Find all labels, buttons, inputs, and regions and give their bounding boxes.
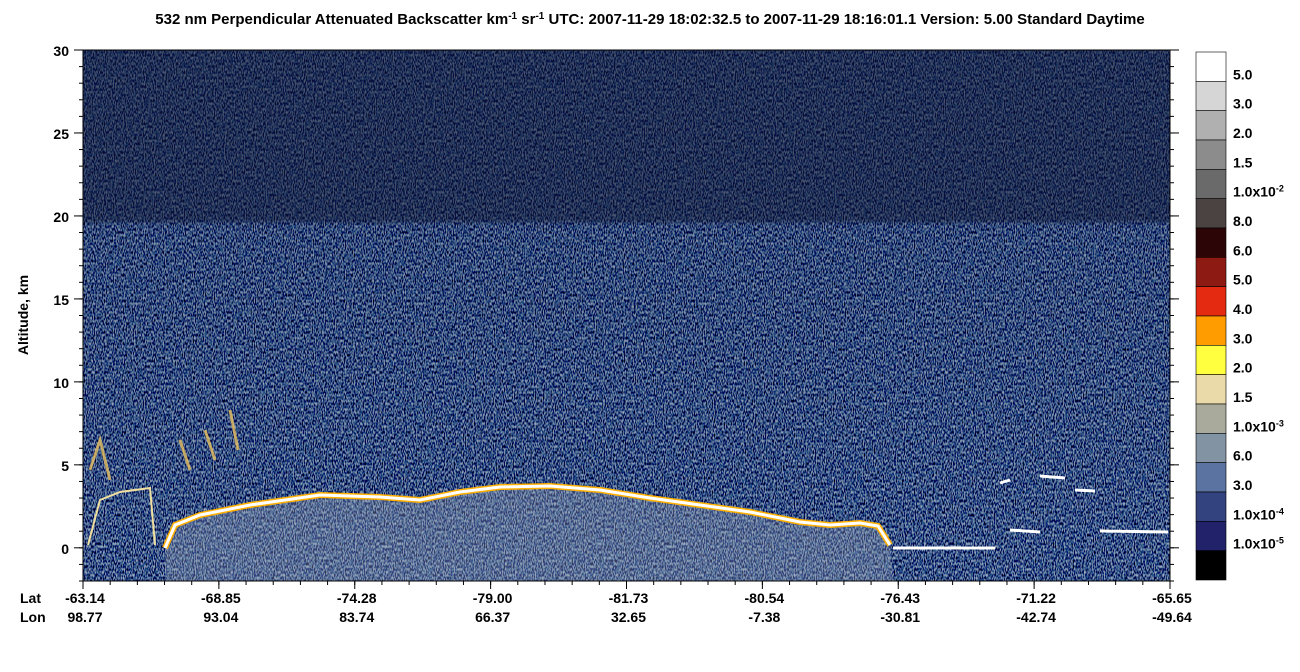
y-tick-label: 25 [53,126,69,142]
colorbar-swatch [1195,550,1227,581]
x-tick-label: 32.65 [611,609,646,625]
colorbar-label: 6.0 [1233,242,1253,258]
y-tick-label: 30 [53,43,69,59]
colorbar-swatch [1195,139,1227,170]
x-tick-label: 83.74 [339,609,374,625]
colorbar-label: 3.0 [1233,96,1253,112]
colorbar-label: 4.0 [1233,301,1253,317]
colorbar-label-text: 2.0 [1233,125,1253,141]
colorbar-label-text: 8.0 [1233,213,1253,229]
colorbar-label: 6.0 [1233,448,1253,464]
x-row-name: Lat [20,590,41,606]
colorbar-label-text: 1.0x10 [1233,418,1276,434]
colorbar-label: 3.0 [1233,477,1253,493]
colorbar-label-text: 3.0 [1233,330,1253,346]
surface-line [893,474,1169,550]
colorbar-swatch [1195,433,1227,463]
colorbar-label-text: 4.0 [1233,301,1253,317]
y-tick-label: 15 [53,292,69,308]
x-tick-label: -30.81 [880,609,920,625]
x-tick-label: -79.00 [473,590,513,606]
colorbar-label-text: 1.5 [1233,154,1253,170]
x-tick-label: -76.43 [880,590,920,606]
colorbar-swatch [1195,51,1227,82]
colorbar-swatch [1195,227,1227,258]
x-tick-label: -81.73 [609,590,649,606]
colorbar-label: 3.0 [1233,330,1253,346]
colorbar-swatch [1195,462,1227,493]
colorbar-label: 2.0 [1233,360,1253,376]
colorbar-label: 5.0 [1233,66,1253,82]
x-tick-label: -7.38 [748,609,780,625]
title-superscript: -1 [535,11,544,22]
x-tick-label: -63.14 [65,590,105,606]
colorbar-label: 1.5 [1233,389,1253,405]
y-tick-label: 5 [61,458,69,474]
colorbar-label-exponent: -2 [1276,184,1284,194]
x-tick-label: 98.77 [67,609,102,625]
colorbar-label-text: 2.0 [1233,360,1253,376]
x-tick-label: 66.37 [475,609,510,625]
colorbar-label-text: 3.0 [1233,96,1253,112]
colorbar-label-text: 6.0 [1233,242,1253,258]
colorbar-swatch [1195,374,1227,405]
colorbar-label: 5.0 [1233,272,1253,288]
x-tick-label: -80.54 [745,590,785,606]
x-tick-label: -71.22 [1016,590,1056,606]
colorbar-label: 1.5 [1233,154,1253,170]
x-tick-label: 93.04 [203,609,238,625]
x-tick-label: -65.65 [1152,590,1192,606]
colorbar-label-text: 1.5 [1233,389,1253,405]
colorbar-swatch [1195,110,1227,141]
colorbar-label-text: 1.0x10 [1233,184,1276,200]
colorbar-swatch [1195,315,1227,346]
colorbar-label-text: 6.0 [1233,448,1253,464]
colorbar-label-text: 1.0x10 [1233,506,1276,522]
y-axis-label: Altitude, km [15,275,31,355]
colorbar-label: 1.0x10-2 [1233,184,1284,200]
colorbar-swatch [1195,403,1227,434]
colorbar-label: 8.0 [1233,213,1253,229]
x-tick-label: -42.74 [1016,609,1056,625]
colorbar-swatch [1195,345,1227,375]
x-tick-label: -49.64 [1152,609,1192,625]
colorbar-swatch [1195,198,1227,229]
colorbar-label: 2.0 [1233,125,1253,141]
surface-line [87,486,156,546]
surface-return [165,486,893,581]
y-tick-label: 10 [53,375,69,391]
colorbar-label-text: 5.0 [1233,66,1253,82]
colorbar-label-text: 3.0 [1233,477,1253,493]
colorbar-label: 1.0x10-3 [1233,418,1284,434]
colorbar-swatch [1195,257,1227,287]
colorbar-label-text: 1.0x10 [1233,536,1276,552]
title-part: 532 nm Perpendicular Attenuated Backscat… [155,11,508,28]
title-part: UTC: 2007-11-29 18:02:32.5 to 2007-11-29… [544,11,1144,28]
surface-line [163,484,892,549]
y-tick-label: 0 [61,541,69,557]
colorbar-label-text: 5.0 [1233,272,1253,288]
colorbar-label: 1.0x10-5 [1233,536,1284,552]
chart-title: 532 nm Perpendicular Attenuated Backscat… [155,11,1144,29]
colorbar-swatch [1195,491,1227,522]
title-part: sr [517,11,536,28]
colorbar-label: 1.0x10-4 [1233,506,1284,522]
colorbar-swatch [1195,286,1227,317]
y-tick-label: 20 [53,209,69,225]
colorbar-swatch [1195,169,1227,199]
colorbar-label-exponent: -3 [1276,418,1284,428]
plot-area [82,49,1171,582]
x-tick-label: -74.28 [337,590,377,606]
colorbar-swatch [1195,521,1227,551]
x-row-name: Lon [20,609,46,625]
cloud [88,409,240,481]
colorbar-label-exponent: -5 [1276,536,1284,546]
colorbar-swatch [1195,81,1227,111]
x-tick-label: -68.85 [201,590,241,606]
colorbar-label-exponent: -4 [1276,506,1284,516]
title-superscript: -1 [508,11,517,22]
